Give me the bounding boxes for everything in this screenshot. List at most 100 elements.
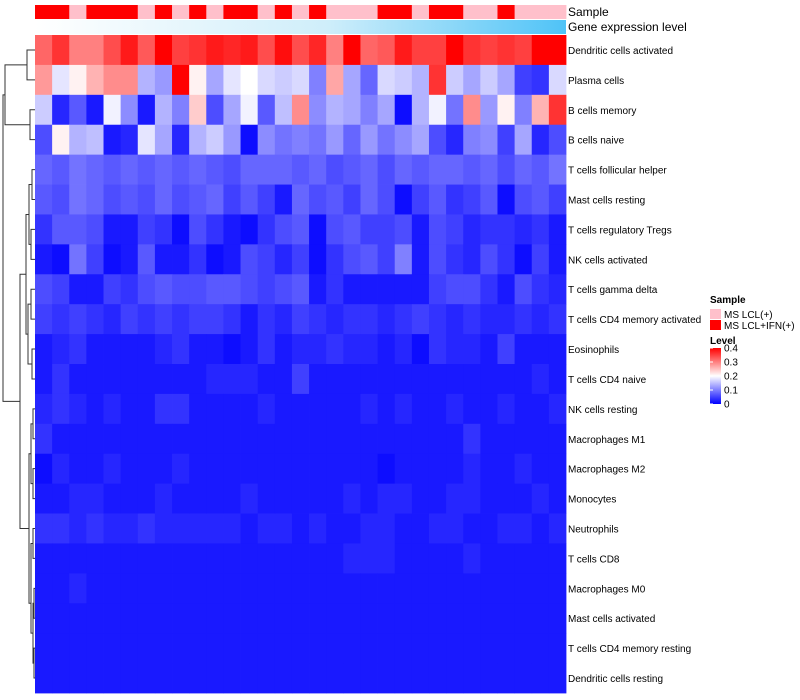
heatmap-cell xyxy=(480,244,498,275)
heatmap-cell xyxy=(291,423,310,455)
sample-annotation-cell xyxy=(223,5,241,19)
heatmap-cell xyxy=(137,94,156,126)
heatmap-cell xyxy=(309,663,327,694)
heatmap-cell xyxy=(463,364,481,395)
heatmap-cell xyxy=(274,364,293,395)
heatmap-cell xyxy=(223,94,241,126)
heatmap-cell xyxy=(463,154,481,185)
sample-annotation-cell xyxy=(69,5,87,19)
heatmap-cell xyxy=(274,274,293,305)
heatmap-cell xyxy=(103,364,122,395)
heatmap-cell xyxy=(206,663,224,694)
heatmap-cell xyxy=(428,393,447,425)
heatmap-cell xyxy=(69,154,87,185)
heatmap-cell xyxy=(86,483,104,514)
heatmap-cell xyxy=(428,633,447,664)
row-label: T cells CD4 memory activated xyxy=(568,315,701,326)
heatmap-cell xyxy=(52,483,70,514)
legend-level-tick-label: 0.2 xyxy=(724,372,738,383)
heatmap-cell xyxy=(531,94,550,126)
heatmap-cell xyxy=(411,304,430,335)
heatmap-cell xyxy=(446,274,464,305)
heatmap-cell xyxy=(497,483,516,514)
heatmap-cell xyxy=(309,334,327,365)
heatmap-cell xyxy=(69,244,87,275)
heatmap-cell xyxy=(240,244,259,275)
heatmap-cell xyxy=(274,453,293,485)
heatmap-cell xyxy=(172,483,190,514)
heatmap-cell xyxy=(514,364,533,395)
row-label: T cells gamma delta xyxy=(568,285,658,296)
heatmap-cell xyxy=(189,64,207,96)
heatmap-cell xyxy=(206,573,224,604)
row-label: Neutrophils xyxy=(568,525,619,536)
heatmap-cell xyxy=(360,543,378,574)
heatmap-cell xyxy=(257,214,276,245)
heatmap-cell xyxy=(172,274,190,305)
heatmap-cell xyxy=(240,184,259,215)
heatmap-cell xyxy=(257,274,276,305)
heatmap-cell xyxy=(446,364,464,395)
heatmap-cell xyxy=(189,513,207,544)
heatmap-cell xyxy=(35,393,53,425)
heatmap-cell xyxy=(69,573,87,604)
row-label: Dendritic cells activated xyxy=(568,46,673,57)
heatmap-cell xyxy=(377,124,396,156)
row-label: T cells CD4 memory resting xyxy=(568,644,691,655)
heatmap-cell xyxy=(480,393,498,425)
heatmap-cell xyxy=(428,184,447,215)
heatmap-cell xyxy=(309,35,327,66)
row-label: T cells regulatory Tregs xyxy=(568,225,672,236)
heatmap-cell xyxy=(103,35,122,66)
heatmap-cell xyxy=(428,543,447,574)
heatmap-cell xyxy=(257,364,276,395)
heatmap-cell xyxy=(291,64,310,96)
row-label: Dendritic cells resting xyxy=(568,674,663,685)
heatmap-cell xyxy=(52,304,70,335)
heatmap-cell xyxy=(86,274,104,305)
heatmap-cell xyxy=(326,393,344,425)
heatmap-cell xyxy=(35,453,53,485)
sample-annotation-cell xyxy=(274,5,293,19)
heatmap-cell xyxy=(120,364,139,395)
heatmap-cell xyxy=(52,154,70,185)
heatmap-cell xyxy=(377,334,396,365)
heatmap-cell xyxy=(291,453,310,485)
heatmap-cell xyxy=(309,393,327,425)
legend-sample-title: Sample xyxy=(710,295,746,306)
heatmap-cell xyxy=(411,364,430,395)
heatmap-cell xyxy=(343,184,361,215)
heatmap-cell xyxy=(206,274,224,305)
heatmap-cell xyxy=(69,184,87,215)
heatmap-cell xyxy=(206,214,224,245)
heatmap-cell xyxy=(411,543,430,574)
heatmap-cell xyxy=(497,393,516,425)
heatmap-cell xyxy=(446,603,464,634)
heatmap-cell xyxy=(411,633,430,664)
heatmap-cell xyxy=(120,214,139,245)
heatmap-cell xyxy=(514,244,533,275)
legend-label-ms-lcl: MS LCL(+) xyxy=(724,310,773,321)
heatmap-cell xyxy=(52,663,70,694)
heatmap-cell xyxy=(240,334,259,365)
heatmap-cell xyxy=(35,304,53,335)
heatmap-cell xyxy=(69,64,87,96)
row-label: B cells memory xyxy=(568,106,636,117)
heatmap-cell xyxy=(206,423,224,455)
heatmap-cell xyxy=(69,364,87,395)
heatmap-cell xyxy=(69,393,87,425)
heatmap-cell xyxy=(257,663,276,694)
dendrogram-branch xyxy=(30,542,33,634)
heatmap-cell xyxy=(497,423,516,455)
legend-label-ms-lcl-ifn: MS LCL+IFN(+) xyxy=(724,321,795,332)
heatmap-cell xyxy=(548,573,567,604)
heatmap-cell xyxy=(514,513,533,544)
sample-annotation-cell xyxy=(309,5,327,19)
heatmap-cell xyxy=(154,603,173,634)
heatmap-cell xyxy=(377,274,396,305)
heatmap-cell xyxy=(206,184,224,215)
legend-level-tick-label: 0.1 xyxy=(724,386,738,397)
dendrogram-branch xyxy=(31,169,35,200)
heatmap-cell xyxy=(428,214,447,245)
heatmap-cell xyxy=(69,94,87,126)
